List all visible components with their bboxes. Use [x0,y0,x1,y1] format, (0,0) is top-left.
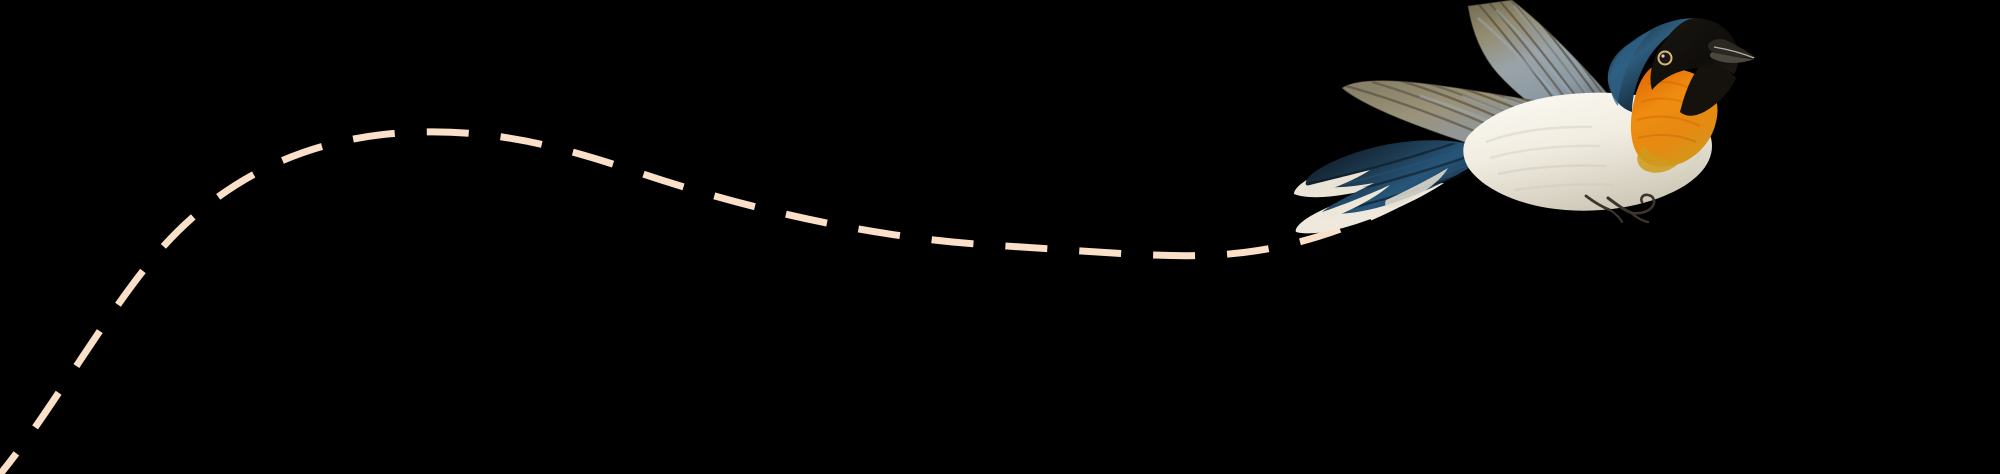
flight-trail-path [0,128,1398,474]
